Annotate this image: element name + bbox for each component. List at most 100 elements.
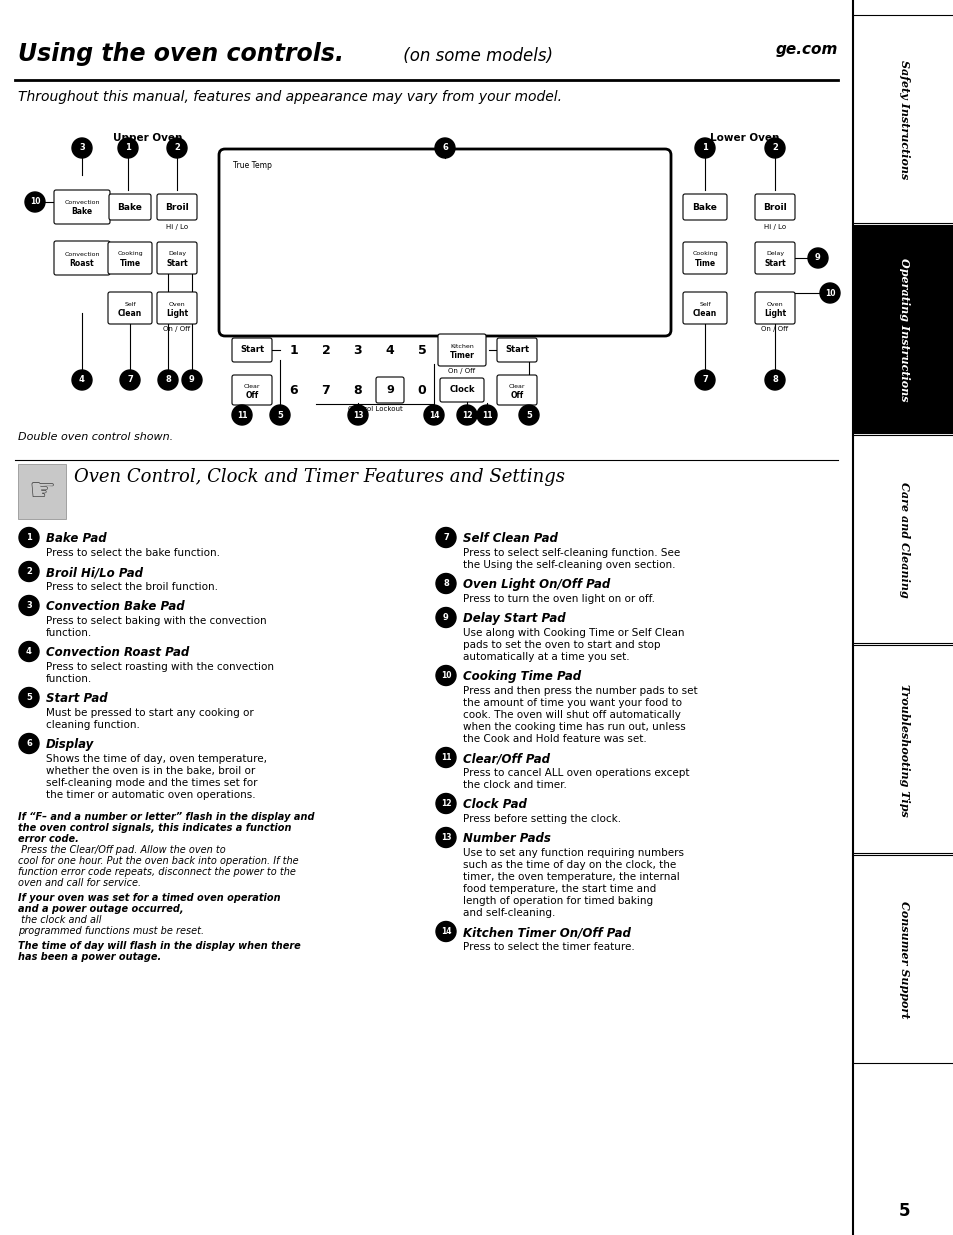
- FancyBboxPatch shape: [682, 194, 726, 220]
- Text: has been a power outage.: has been a power outage.: [18, 952, 161, 962]
- Text: Double oven control shown.: Double oven control shown.: [18, 432, 172, 442]
- Circle shape: [820, 283, 840, 303]
- Text: Start Pad: Start Pad: [46, 692, 108, 705]
- Text: If “F– and a number or letter” flash in the display and: If “F– and a number or letter” flash in …: [18, 811, 314, 823]
- Text: food temperature, the start time and: food temperature, the start time and: [462, 884, 656, 894]
- Text: 10: 10: [30, 198, 40, 206]
- FancyBboxPatch shape: [54, 190, 110, 224]
- Text: 2: 2: [173, 143, 180, 152]
- Text: Using the oven controls.: Using the oven controls.: [18, 42, 344, 65]
- Text: Kitchen Timer On/Off Pad: Kitchen Timer On/Off Pad: [462, 926, 630, 939]
- Text: Broil: Broil: [762, 203, 786, 211]
- Text: Self: Self: [699, 301, 710, 306]
- Text: Clean: Clean: [692, 309, 717, 317]
- Text: 9: 9: [814, 253, 820, 263]
- Text: Press the Clear/Off pad. Allow the oven to: Press the Clear/Off pad. Allow the oven …: [18, 845, 226, 855]
- Text: Light: Light: [763, 309, 785, 317]
- Text: 1: 1: [290, 343, 298, 357]
- Text: Press and then press the number pads to set: Press and then press the number pads to …: [462, 685, 697, 697]
- Text: 8: 8: [354, 384, 362, 396]
- Text: cool for one hour. Put the oven back into operation. If the: cool for one hour. Put the oven back int…: [18, 856, 298, 866]
- Text: Cooking Time Pad: Cooking Time Pad: [462, 671, 580, 683]
- Text: True Temp: True Temp: [233, 161, 272, 170]
- Text: Cooking: Cooking: [692, 252, 717, 257]
- Text: Display: Display: [46, 739, 94, 751]
- Text: Self Clean Pad: Self Clean Pad: [462, 532, 558, 545]
- Circle shape: [436, 827, 456, 847]
- Text: Convection: Convection: [64, 200, 100, 205]
- Circle shape: [19, 595, 39, 615]
- Text: length of operation for timed baking: length of operation for timed baking: [462, 897, 653, 906]
- Text: 7: 7: [127, 375, 132, 384]
- Text: Hi / Lo: Hi / Lo: [166, 224, 188, 230]
- Circle shape: [182, 370, 202, 390]
- Text: Delay: Delay: [168, 252, 186, 257]
- Text: Off: Off: [245, 390, 258, 399]
- Text: 7: 7: [321, 384, 330, 396]
- FancyBboxPatch shape: [108, 242, 152, 274]
- Text: Press to cancel ALL oven operations except: Press to cancel ALL oven operations exce…: [462, 768, 689, 778]
- Text: Control Lockout: Control Lockout: [347, 406, 402, 412]
- Circle shape: [423, 405, 443, 425]
- Text: 3: 3: [26, 601, 31, 610]
- Text: 11: 11: [481, 410, 492, 420]
- Text: and a power outage occurred,: and a power outage occurred,: [18, 904, 183, 914]
- Text: 3: 3: [354, 343, 362, 357]
- Text: 5: 5: [417, 343, 426, 357]
- Text: Must be pressed to start any cooking or: Must be pressed to start any cooking or: [46, 708, 253, 718]
- Circle shape: [695, 370, 714, 390]
- Text: Oven Control, Clock and Timer Features and Settings: Oven Control, Clock and Timer Features a…: [74, 468, 564, 487]
- Circle shape: [19, 562, 39, 582]
- Text: oven and call for service.: oven and call for service.: [18, 878, 141, 888]
- Text: Start: Start: [240, 346, 264, 354]
- Text: function error code repeats, disconnect the power to the: function error code repeats, disconnect …: [18, 867, 295, 877]
- Circle shape: [436, 666, 456, 685]
- Text: cook. The oven will shut off automatically: cook. The oven will shut off automatical…: [462, 710, 680, 720]
- Text: Number Pads: Number Pads: [462, 832, 550, 845]
- FancyBboxPatch shape: [437, 333, 485, 366]
- Circle shape: [436, 527, 456, 547]
- Text: function.: function.: [46, 629, 92, 638]
- FancyBboxPatch shape: [754, 194, 794, 220]
- Text: 8: 8: [165, 375, 171, 384]
- Text: 7: 7: [442, 534, 449, 542]
- Text: 1: 1: [26, 534, 31, 542]
- Text: 5: 5: [276, 410, 283, 420]
- Circle shape: [764, 138, 784, 158]
- Text: 13: 13: [440, 832, 451, 842]
- Text: Press to select the broil function.: Press to select the broil function.: [46, 582, 218, 592]
- Text: Delay Start Pad: Delay Start Pad: [462, 613, 565, 625]
- Text: 2: 2: [26, 567, 31, 576]
- Text: Bake: Bake: [117, 203, 142, 211]
- Text: Time: Time: [119, 258, 140, 268]
- Text: Start: Start: [504, 346, 529, 354]
- Circle shape: [436, 608, 456, 627]
- Text: The time of day will flash in the display when there: The time of day will flash in the displa…: [18, 941, 300, 951]
- Text: Cooking: Cooking: [117, 252, 143, 257]
- Text: 8: 8: [442, 579, 449, 588]
- Text: 7: 7: [701, 375, 707, 384]
- Text: 8: 8: [771, 375, 777, 384]
- FancyBboxPatch shape: [497, 375, 537, 405]
- FancyBboxPatch shape: [54, 241, 110, 275]
- Text: Light: Light: [166, 309, 188, 317]
- Circle shape: [807, 248, 827, 268]
- FancyBboxPatch shape: [852, 225, 953, 433]
- Text: Upper Oven: Upper Oven: [113, 133, 182, 143]
- Text: 5: 5: [26, 693, 31, 701]
- Text: 12: 12: [461, 410, 472, 420]
- FancyBboxPatch shape: [852, 645, 953, 853]
- Circle shape: [436, 794, 456, 814]
- Text: Press before setting the clock.: Press before setting the clock.: [462, 814, 620, 824]
- Text: 6: 6: [441, 143, 448, 152]
- Text: 5: 5: [525, 410, 532, 420]
- Circle shape: [270, 405, 290, 425]
- Text: Safety Instructions: Safety Instructions: [899, 61, 909, 179]
- Circle shape: [19, 734, 39, 753]
- Circle shape: [476, 405, 497, 425]
- Text: Bake Pad: Bake Pad: [46, 532, 107, 545]
- Text: Press to select roasting with the convection: Press to select roasting with the convec…: [46, 662, 274, 672]
- Text: 6: 6: [26, 739, 31, 748]
- Text: whether the oven is in the bake, broil or: whether the oven is in the bake, broil o…: [46, 766, 255, 776]
- Text: Operating Instructions: Operating Instructions: [899, 258, 909, 401]
